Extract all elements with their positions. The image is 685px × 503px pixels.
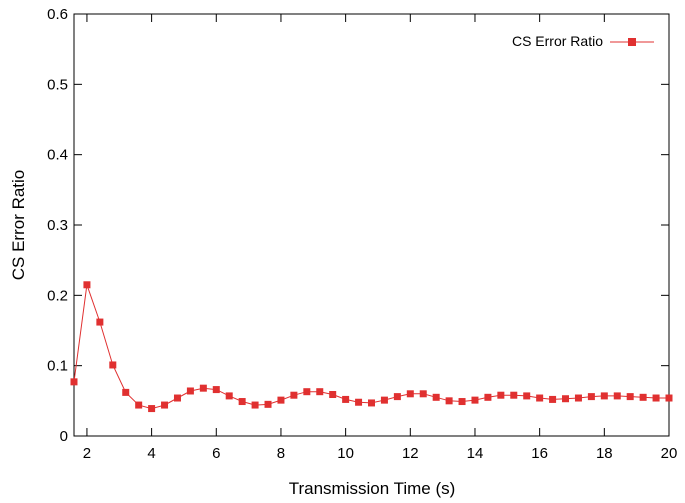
data-point	[510, 391, 518, 399]
x-tick-label: 2	[83, 445, 91, 462]
data-point	[536, 394, 544, 402]
data-point	[161, 401, 169, 409]
x-tick-label: 4	[147, 445, 155, 462]
y-axis-label: CS Error Ratio	[9, 170, 28, 281]
y-tick-label: 0.2	[47, 287, 68, 304]
y-tick-label: 0.1	[47, 358, 68, 375]
data-point	[251, 401, 259, 409]
x-tick-label: 10	[337, 445, 354, 462]
x-tick-label: 20	[661, 445, 678, 462]
y-axis: 0 0.1 0.2 0.3 0.4 0.5 0.6	[47, 6, 669, 445]
x-axis-label: Transmission Time (s)	[289, 479, 456, 498]
data-point	[199, 384, 207, 392]
data-point	[652, 394, 660, 402]
data-point	[135, 401, 143, 409]
x-tick-label: 18	[596, 445, 613, 462]
y-tick-label: 0.6	[47, 6, 68, 23]
x-tick-label: 6	[212, 445, 220, 462]
data-point	[484, 393, 492, 401]
x-tick-label: 12	[402, 445, 419, 462]
data-point	[471, 396, 479, 404]
y-tick-label: 0	[60, 428, 68, 445]
data-point	[639, 393, 647, 401]
data-point	[96, 318, 104, 326]
data-point	[626, 393, 634, 401]
y-tick-label: 0.3	[47, 217, 68, 234]
data-point	[368, 399, 375, 407]
data-point	[523, 392, 531, 400]
x-tick-label: 8	[277, 445, 285, 462]
data-point	[225, 392, 233, 400]
data-point	[432, 393, 440, 401]
x-tick-label: 14	[467, 445, 484, 462]
data-point	[83, 281, 91, 289]
data-point	[109, 361, 117, 369]
series-line	[73, 284, 669, 410]
data-point	[212, 386, 220, 394]
data-point	[380, 396, 388, 404]
x-tick-label: 16	[531, 445, 548, 462]
data-point	[600, 392, 608, 400]
data-point	[186, 387, 194, 395]
data-point	[316, 388, 324, 396]
legend-marker	[628, 38, 636, 46]
legend-label: CS Error Ratio	[512, 33, 603, 49]
data-point	[148, 405, 156, 413]
data-point	[665, 394, 673, 402]
data-point	[303, 388, 311, 396]
data-point	[549, 395, 557, 403]
data-point	[355, 398, 363, 406]
data-point	[574, 394, 582, 402]
data-point	[277, 396, 285, 404]
series-layer	[70, 281, 673, 413]
data-point	[587, 393, 595, 401]
x-axis: 2 4 6 8 10 12 14 16 18 20	[83, 14, 678, 462]
data-point	[290, 391, 298, 399]
data-point	[122, 388, 130, 396]
data-point	[173, 394, 181, 402]
data-point	[562, 395, 570, 403]
data-point	[329, 391, 337, 399]
data-point	[497, 391, 505, 399]
data-point	[264, 400, 272, 408]
y-tick-label: 0.4	[47, 147, 68, 164]
data-point	[613, 392, 621, 400]
legend: CS Error Ratio	[512, 33, 654, 49]
data-point	[445, 397, 453, 405]
data-point	[458, 398, 466, 406]
data-point	[419, 390, 427, 398]
data-point	[393, 393, 401, 401]
y-tick-label: 0.5	[47, 76, 68, 93]
data-point	[342, 395, 350, 403]
data-point	[238, 398, 246, 406]
data-point	[70, 378, 78, 386]
data-point	[406, 390, 414, 398]
plot-frame	[73, 13, 670, 437]
